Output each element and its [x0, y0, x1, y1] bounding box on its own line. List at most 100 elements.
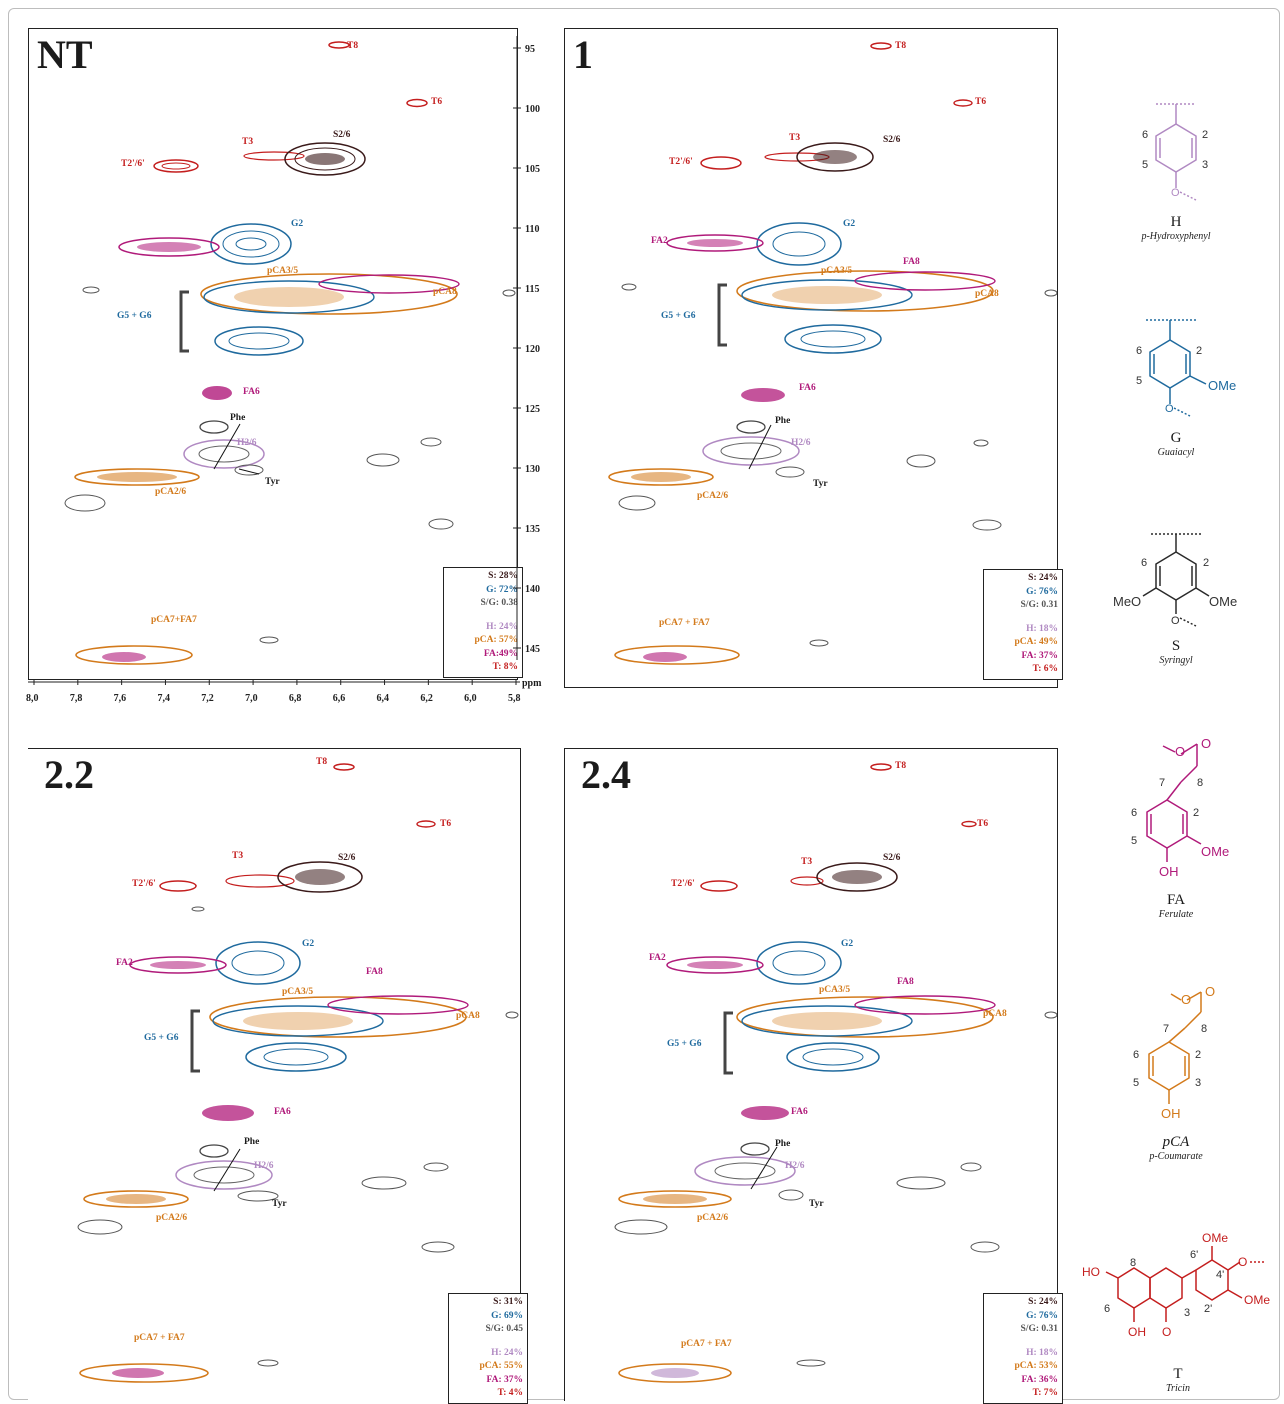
label-s26: S2/6	[333, 130, 351, 140]
structure-long-name: p-Hydroxyphenyl	[1141, 231, 1211, 242]
contour-t2	[700, 880, 738, 892]
sub-6: OH	[1161, 1106, 1181, 1121]
y-tick-label: 125	[525, 404, 540, 415]
sub-0: 7	[1159, 777, 1165, 789]
sub-3: OMe	[1209, 594, 1237, 609]
label-g2: G2	[841, 939, 854, 949]
phe-pointer	[213, 1148, 241, 1192]
label-h26: H2/6	[237, 438, 257, 448]
nmr-panel-2-2: 2.2 T8 T6 T3 T2'/6' S2/6 G2 FA2 FA8 pCA3…	[28, 748, 528, 1404]
label-pca7-fa7: pCA7+FA7	[151, 615, 197, 625]
sub-3: 2	[1193, 807, 1199, 819]
label-t6: T6	[977, 819, 989, 829]
contour-t3	[243, 151, 305, 161]
phe-pointer	[750, 1146, 778, 1190]
sub-0: 7	[1163, 1023, 1169, 1035]
label-fa8: FA8	[897, 977, 914, 987]
x-axis: 8,0 7,8 7,6 7,4 7,2 7,0 6,8 6,6 6,4 6,2 6,0 5,8	[26, 679, 521, 704]
legend-t: T: 7%	[1032, 1388, 1058, 1398]
x-tick-label: 7,4	[157, 693, 170, 704]
ppm-label: ppm	[522, 678, 542, 689]
label-t8: T8	[316, 757, 328, 767]
structure-g: 6 2 5 OMe O G Guaiacyl	[1086, 312, 1266, 458]
legend-s: S: 31%	[493, 1297, 523, 1307]
x-tick-label: 7,0	[245, 693, 258, 704]
label-pca8: pCA8	[433, 287, 457, 297]
contour-t2	[700, 156, 742, 170]
structure-pca: O O 7 8 6 2 5 3 OH pCA p-Coumarate	[1086, 984, 1266, 1162]
label-t8: T8	[895, 41, 907, 51]
label-t3: T3	[232, 851, 244, 861]
tyr-pointer	[238, 468, 260, 475]
label-pca8: pCA8	[456, 1011, 480, 1021]
legend-s: S: 24%	[1028, 573, 1058, 583]
contour-g56-lower	[786, 1042, 880, 1072]
label-tyr: Tyr	[813, 479, 828, 489]
label-pca8: pCA8	[975, 289, 999, 299]
contour-s26	[277, 861, 363, 893]
contour-pca7-fa7	[614, 645, 740, 665]
sub-1: 2	[1203, 557, 1209, 569]
label-fa6: FA6	[799, 383, 816, 393]
structure-long-name: Guaiacyl	[1157, 447, 1195, 458]
sub-4: 4'	[1216, 1269, 1224, 1281]
structure-name: pCA	[1162, 1134, 1190, 1150]
legend-g: G: 72%	[486, 584, 518, 595]
contour-pca7-fa7	[618, 1363, 732, 1383]
legend-t: T: 4%	[497, 1388, 523, 1398]
contour-t3	[790, 876, 824, 886]
contour-phe-h	[694, 1142, 796, 1186]
sub-7: 2'	[1204, 1303, 1212, 1315]
sub-4: 5	[1133, 1077, 1139, 1089]
composition-legend: S: 24% G: 76% S/G: 0.31 H: 18% pCA: 53% …	[983, 1293, 1063, 1404]
label-fa2: FA2	[649, 953, 666, 963]
label-fa8: FA8	[366, 967, 383, 977]
x-tick-label: 6,2	[420, 693, 433, 704]
sub-2: 6	[1131, 807, 1137, 819]
label-t8: T8	[895, 761, 907, 771]
label-g56: G5 + G6	[661, 311, 696, 321]
label-g2: G2	[302, 939, 315, 949]
svg-text:O: O	[1181, 992, 1191, 1007]
label-t3: T3	[242, 137, 254, 147]
sub-1: 8	[1201, 1023, 1207, 1035]
x-tick-label: 6,8	[289, 693, 302, 704]
structure-fa-drawing: O O 7 8 6 2 5 OMe OH	[1131, 736, 1229, 879]
legend-fa: FA: 37%	[1021, 650, 1059, 661]
y-tick-label: 115	[525, 284, 539, 295]
label-s26: S2/6	[883, 853, 901, 863]
legend-pca: pCA: 53%	[1014, 1361, 1058, 1371]
nmr-spectrum-2-4	[614, 763, 1057, 1383]
label-g2: G2	[291, 219, 304, 229]
structure-name: G	[1170, 430, 1182, 446]
nmr-panel-nt: NT T8 T6 T3 T2'/6' S2/6 G2 pCA3/5 pCA8 G…	[28, 28, 523, 680]
contour-g2	[756, 941, 842, 985]
sub-4: 5	[1131, 835, 1137, 847]
contour-t2	[153, 159, 199, 173]
legend-sg: S/G: 0.38	[480, 598, 518, 608]
legend-h: H: 18%	[1026, 1347, 1058, 1358]
sub-11: O	[1162, 1325, 1171, 1339]
svg-text:O: O	[1171, 187, 1180, 199]
sub-3: OMe	[1208, 378, 1236, 393]
legend-pca: pCA: 55%	[479, 1361, 523, 1371]
label-g2: G2	[843, 219, 856, 229]
label-fa2: FA2	[116, 958, 133, 968]
contour-g56-lower	[784, 324, 882, 354]
label-pca26: pCA2/6	[697, 1213, 729, 1223]
structure-name: H	[1170, 214, 1182, 230]
contour-t8	[870, 42, 892, 50]
structure-s-drawing: 6 2 MeO OMe O	[1113, 533, 1237, 627]
label-h26: H2/6	[791, 438, 811, 448]
contour-pca7-fa7	[79, 1363, 209, 1383]
label-fa6: FA6	[274, 1107, 291, 1117]
sub-0: 6	[1141, 557, 1147, 569]
label-pca7-fa7: pCA7 + FA7	[681, 1339, 732, 1349]
contour-pca7-fa7	[75, 645, 193, 665]
y-tick-label: 130	[525, 464, 540, 475]
contour-fa6	[741, 388, 785, 402]
y-tick-label: 145	[525, 644, 540, 655]
label-tyr: Tyr	[265, 477, 280, 487]
x-tick-label: 7,2	[201, 693, 214, 704]
contour-misc	[77, 906, 519, 1367]
